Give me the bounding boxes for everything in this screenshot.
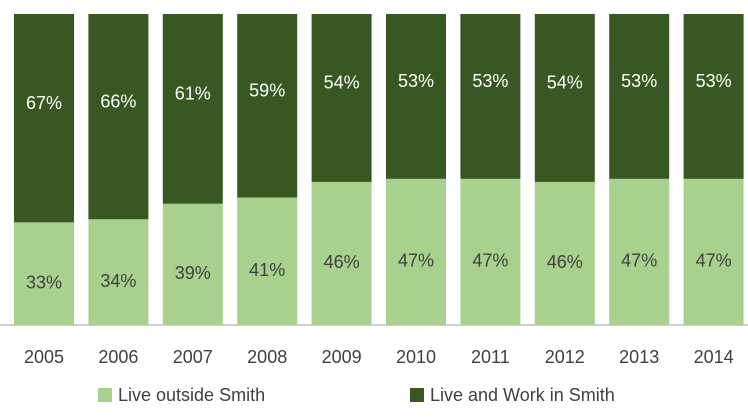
bar-segment xyxy=(460,178,521,325)
data-label: 53% xyxy=(696,71,732,91)
x-tick-label: 2011 xyxy=(471,347,510,367)
data-label: 47% xyxy=(472,251,508,271)
bar-segment xyxy=(609,14,670,179)
data-label: 46% xyxy=(547,252,583,272)
x-tick-label: 2007 xyxy=(173,347,213,367)
bar-segment xyxy=(311,181,372,325)
legend-swatch xyxy=(410,388,424,402)
x-tick-label: 2008 xyxy=(247,347,287,367)
x-tick-label: 2009 xyxy=(322,347,362,367)
bar-segment xyxy=(534,14,595,182)
data-label: 39% xyxy=(175,263,211,283)
bar-segment xyxy=(14,14,74,223)
legend-label: Live outside Smith xyxy=(118,385,265,405)
data-label: 47% xyxy=(696,251,732,271)
x-tick-label: 2010 xyxy=(396,347,436,367)
bar-segment xyxy=(237,197,298,325)
legend-swatch xyxy=(98,388,112,402)
bar-segment xyxy=(162,203,223,325)
data-label: 59% xyxy=(249,80,285,100)
data-label: 47% xyxy=(621,251,657,271)
data-label: 53% xyxy=(621,71,657,91)
data-label: 34% xyxy=(100,271,136,291)
data-label: 41% xyxy=(249,260,285,280)
x-tick-label: 2014 xyxy=(694,347,734,367)
data-label: 46% xyxy=(324,252,360,272)
x-tick-label: 2013 xyxy=(619,347,659,367)
data-label: 67% xyxy=(26,93,62,113)
bar-segment xyxy=(534,181,595,325)
bar-segment xyxy=(237,14,298,198)
data-label: 61% xyxy=(175,84,211,104)
data-label: 54% xyxy=(547,73,583,93)
bar-segment xyxy=(683,178,744,325)
bar-segment xyxy=(88,14,149,220)
data-label: 54% xyxy=(324,73,360,93)
bar-segment xyxy=(14,222,74,325)
bar-segment xyxy=(609,178,670,325)
bar-segment xyxy=(386,14,446,179)
x-tick-label: 2006 xyxy=(98,347,138,367)
data-label: 53% xyxy=(472,71,508,91)
bar-segment xyxy=(311,14,372,182)
x-tick-label: 2005 xyxy=(24,347,64,367)
x-tick-label: 2012 xyxy=(545,347,585,367)
bar-segment xyxy=(162,14,223,204)
data-label: 66% xyxy=(100,91,136,111)
data-label: 33% xyxy=(26,272,62,292)
bar-segment xyxy=(88,219,149,325)
data-label: 53% xyxy=(398,71,434,91)
data-label: 47% xyxy=(398,251,434,271)
bar-segment xyxy=(460,14,521,179)
bar-segment xyxy=(683,14,744,179)
legend-label: Live and Work in Smith xyxy=(430,385,615,405)
bar-segment xyxy=(386,178,446,325)
